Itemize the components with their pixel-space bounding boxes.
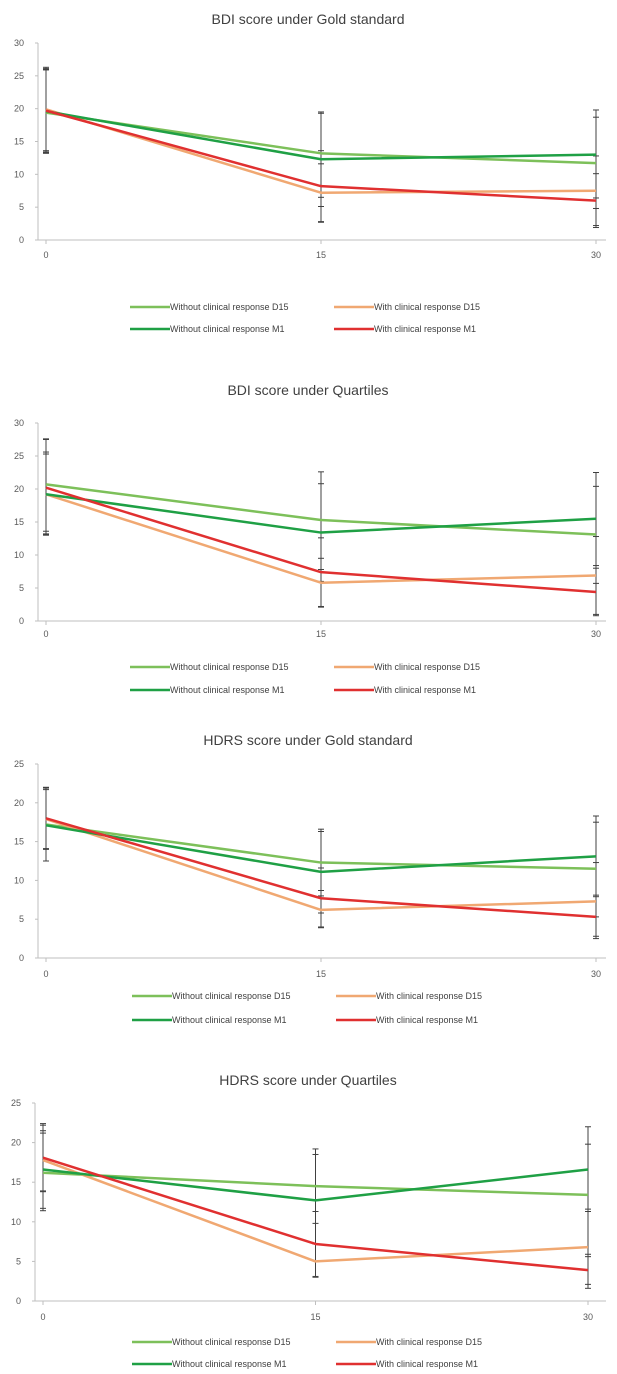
- series-line-1: [42, 1171, 589, 1197]
- legend-entry-4: With clinical response M1: [336, 1015, 478, 1025]
- legend-entry-3: Without clinical response M1: [132, 1015, 287, 1025]
- legend-label: Without clinical response D15: [170, 662, 289, 672]
- legend-label: With clinical response D15: [376, 1337, 482, 1347]
- y-tick-label: 25: [11, 1098, 21, 1108]
- series-line-3: [45, 110, 597, 161]
- y-tick-label: 5: [19, 202, 24, 212]
- chart-4: HDRS score under Quartiles 0 5 10 15 20 25 0 15 3…: [11, 1072, 606, 1369]
- y-tick-label: 25: [14, 71, 24, 81]
- y-tick-label: 15: [11, 1177, 21, 1187]
- x-tick-label: 0: [43, 629, 48, 639]
- y-tick-label: 30: [14, 418, 24, 428]
- y-tick-label: 10: [14, 875, 24, 885]
- legend-entry-3: Without clinical response M1: [130, 685, 285, 695]
- legend-label: With clinical response M1: [376, 1015, 478, 1025]
- chart-title: BDI score under Gold standard: [212, 11, 405, 27]
- legend-entry-2: With clinical response D15: [336, 991, 482, 1001]
- legend-label: With clinical response M1: [374, 685, 476, 695]
- series-line-4: [42, 1156, 589, 1272]
- x-tick-label: 0: [43, 969, 48, 979]
- y-tick-label: 0: [16, 1296, 21, 1306]
- legend-label: With clinical response D15: [374, 662, 480, 672]
- y-tick-label: 15: [14, 517, 24, 527]
- x-tick-label: 15: [316, 250, 326, 260]
- y-tick-label: 10: [14, 169, 24, 179]
- y-tick-label: 15: [14, 837, 24, 847]
- legend-entry-1: Without clinical response D15: [130, 662, 289, 672]
- x-tick-label: 15: [310, 1312, 320, 1322]
- legend-entry-4: With clinical response M1: [334, 685, 476, 695]
- legend-entry-1: Without clinical response D15: [132, 1337, 291, 1347]
- chart-1: BDI score under Gold standard 0 5 10 15 20 25 3…: [14, 11, 606, 334]
- chart-2: BDI score under Quartiles 0 5 10 15 20 25 30 0 15…: [14, 382, 606, 695]
- x-tick-label: 30: [591, 969, 601, 979]
- legend-entry-4: With clinical response M1: [334, 324, 476, 334]
- series-line-3: [45, 493, 597, 534]
- legend-label: Without clinical response M1: [172, 1015, 287, 1025]
- x-tick-label: 0: [40, 1312, 45, 1322]
- y-tick-label: 5: [19, 914, 24, 924]
- x-tick-label: 15: [316, 629, 326, 639]
- x-tick-label: 30: [591, 250, 601, 260]
- y-tick-label: 20: [14, 798, 24, 808]
- x-tick-label: 15: [316, 969, 326, 979]
- legend-entry-2: With clinical response D15: [336, 1337, 482, 1347]
- y-tick-label: 10: [14, 550, 24, 560]
- legend-label: Without clinical response D15: [170, 302, 289, 312]
- series-line-3: [42, 1168, 589, 1202]
- x-tick-label: 30: [591, 629, 601, 639]
- y-tick-label: 20: [11, 1138, 21, 1148]
- legend-label: With clinical response M1: [376, 1359, 478, 1369]
- y-tick-label: 10: [11, 1217, 21, 1227]
- legend-label: With clinical response D15: [374, 302, 480, 312]
- legend-entry-2: With clinical response D15: [334, 302, 480, 312]
- chart-title: HDRS score under Quartiles: [219, 1072, 396, 1088]
- chart-title: BDI score under Quartiles: [227, 382, 388, 398]
- y-tick-label: 5: [19, 583, 24, 593]
- series-line-2: [42, 1158, 589, 1263]
- legend-label: Without clinical response M1: [170, 324, 285, 334]
- series-line-4: [45, 486, 597, 594]
- y-tick-label: 0: [19, 235, 24, 245]
- legend-entry-2: With clinical response D15: [334, 662, 480, 672]
- y-tick-label: 5: [16, 1256, 21, 1266]
- y-tick-label: 25: [14, 451, 24, 461]
- legend-label: Without clinical response M1: [170, 685, 285, 695]
- legend-label: Without clinical response D15: [172, 1337, 291, 1347]
- y-tick-label: 20: [14, 484, 24, 494]
- legend-entry-3: Without clinical response M1: [132, 1359, 287, 1369]
- series-line-1: [45, 823, 597, 871]
- series-line-4: [45, 817, 597, 919]
- x-tick-label: 0: [43, 250, 48, 260]
- legend-entry-4: With clinical response M1: [336, 1359, 478, 1369]
- legend-entry-3: Without clinical response M1: [130, 324, 285, 334]
- series-line-3: [45, 824, 597, 874]
- legend-label: With clinical response M1: [374, 324, 476, 334]
- series-line-4: [45, 109, 597, 202]
- series-line-1: [45, 483, 597, 536]
- legend-entry-1: Without clinical response D15: [132, 991, 291, 1001]
- legend-entry-1: Without clinical response D15: [130, 302, 289, 312]
- y-tick-label: 0: [19, 953, 24, 963]
- chart-title: HDRS score under Gold standard: [203, 732, 412, 748]
- series-line-2: [45, 817, 597, 912]
- y-tick-label: 25: [14, 759, 24, 769]
- y-tick-label: 0: [19, 616, 24, 626]
- series-line-2: [45, 493, 597, 584]
- y-tick-label: 15: [14, 137, 24, 147]
- y-tick-label: 20: [14, 104, 24, 114]
- series-line-2: [45, 108, 597, 194]
- legend-label: Without clinical response M1: [172, 1359, 287, 1369]
- legend-label: With clinical response D15: [376, 991, 482, 1001]
- chart-3: HDRS score under Gold standard 0 5 10 15 20 25…: [14, 732, 606, 1025]
- x-tick-label: 30: [583, 1312, 593, 1322]
- y-tick-label: 30: [14, 38, 24, 48]
- legend-label: Without clinical response D15: [172, 991, 291, 1001]
